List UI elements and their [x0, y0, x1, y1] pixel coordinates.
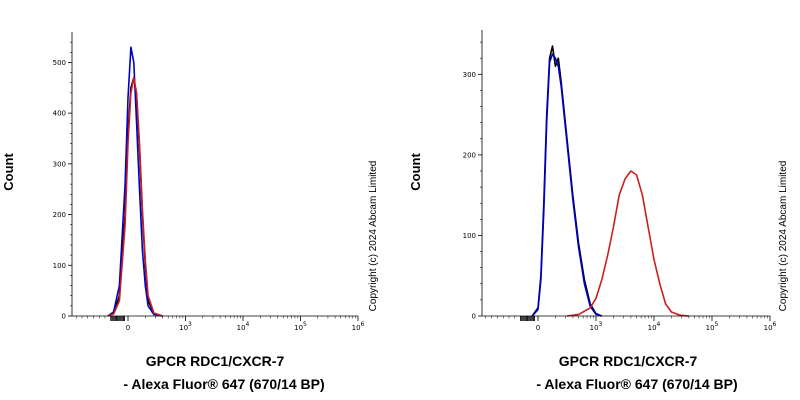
histogram-series-line [107, 46, 163, 317]
right-x-axis-title-line2: - Alexa Fluor® 647 (670/14 BP) [536, 376, 737, 392]
x-tick-label: 104 [648, 321, 661, 332]
x-tick-label: 104 [237, 321, 250, 332]
right-copyright: Copyright (c) 2024 Abcam Limited [778, 161, 789, 312]
right-x-ticks: 0 103 104 105 106 [485, 316, 777, 332]
x-tick-label: 106 [352, 321, 365, 332]
y-tick-label: 200 [53, 211, 66, 219]
y-tick-label: 0 [472, 313, 476, 321]
y-tick-label: 300 [463, 71, 476, 79]
left-histogram-panel: Count 0 100 200 300 400 500 0 103 104 105 106 Cop… [1, 32, 379, 392]
x-tick-label: 105 [706, 321, 719, 332]
x-tick-label: 103 [590, 321, 603, 332]
x-tick-label: 106 [764, 321, 777, 332]
y-tick-label: 300 [53, 160, 66, 168]
x-tick-label: 0 [536, 324, 540, 332]
left-copyright: Copyright (c) 2024 Abcam Limited [368, 161, 379, 312]
right-histogram-curves [531, 45, 689, 317]
x-tick-label: 0 [126, 324, 130, 332]
left-y-ticks: 0 100 200 300 400 500 [53, 41, 72, 321]
left-x-axis-title-line1: GPCR RDC1/CXCR-7 [146, 353, 285, 369]
y-tick-label: 100 [53, 262, 66, 270]
y-tick-label: 500 [53, 59, 66, 67]
histogram-series-line [107, 76, 163, 317]
histogram-series-line [107, 76, 163, 317]
left-x-ticks: 0 103 104 105 106 [76, 316, 365, 332]
right-y-ticks: 0 100 200 300 [463, 41, 482, 321]
y-tick-label: 400 [53, 110, 66, 118]
histogram-series-line [531, 53, 603, 317]
x-tick-label: 103 [179, 321, 192, 332]
histogram-series-line [531, 45, 603, 317]
left-x-axis-title-line2: - Alexa Fluor® 647 (670/14 BP) [123, 376, 324, 392]
x-tick-label: 105 [294, 321, 307, 332]
right-y-axis-title: Count [408, 153, 423, 191]
y-tick-label: 100 [463, 232, 476, 240]
right-x-axis-title-line1: GPCR RDC1/CXCR-7 [559, 353, 698, 369]
left-y-axis-title: Count [1, 153, 16, 191]
right-histogram-panel: Count 0 100 200 300 0 103 104 105 106 Copyright… [408, 30, 789, 392]
y-tick-label: 0 [62, 313, 66, 321]
histogram-series-line [566, 170, 689, 317]
y-tick-label: 200 [463, 151, 476, 159]
left-histogram-curves [107, 46, 163, 317]
